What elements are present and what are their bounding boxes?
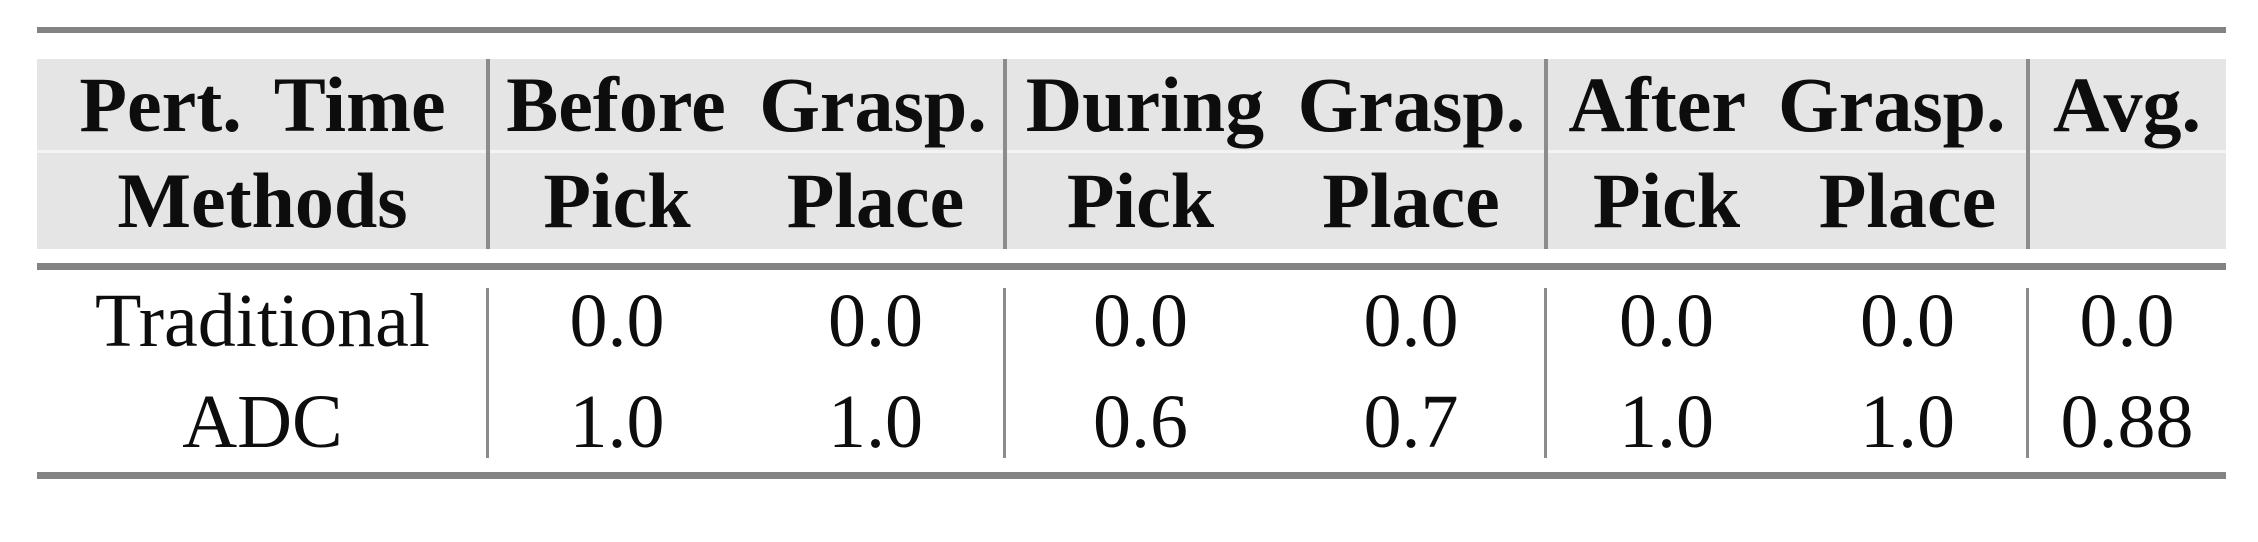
value-cell: 0.88 (2060, 379, 2194, 464)
table-bottom-rule (37, 472, 2226, 479)
value-cell: 0.7 (1363, 379, 1459, 464)
header-group-before: Before Grasp. (506, 60, 987, 148)
header-pert-time: Pert. Time (79, 60, 446, 148)
column-divider (1003, 59, 1007, 249)
column-divider (1003, 288, 1006, 458)
header-avg: Avg. (2052, 60, 2202, 148)
header-sub-pick-after: Pick (1592, 157, 1741, 244)
header-group-row: Pert. Time Before Grasp. During Grasp. A… (37, 59, 2226, 150)
table-header: Pert. Time Before Grasp. During Grasp. A… (37, 59, 2226, 249)
header-sub-pick-during: Pick (1066, 157, 1215, 244)
value-cell: 0.0 (1363, 278, 1459, 363)
column-divider (2026, 59, 2030, 249)
value-cell: 1.0 (828, 379, 923, 464)
header-group-after: After Grasp. (1568, 60, 2006, 148)
header-sub-row: Methods Pick Place Pick Place Pick Place (37, 150, 2226, 249)
value-cell: 0.0 (1619, 278, 1714, 363)
header-group-during: During Grasp. (1025, 60, 1526, 148)
value-cell: 0.0 (828, 278, 923, 363)
method-label: ADC (182, 379, 343, 464)
value-cell: 1.0 (569, 379, 665, 464)
table-top-rule (37, 27, 2226, 33)
header-avg-spacer (2028, 153, 2226, 249)
value-cell: 0.0 (1860, 278, 1955, 363)
value-cell: 0.0 (1093, 278, 1188, 363)
value-cell: 0.0 (2079, 278, 2175, 363)
column-divider (1544, 288, 1547, 458)
value-cell: 1.0 (1619, 379, 1714, 464)
column-divider (486, 59, 490, 249)
header-sub-place-during: Place (1322, 157, 1500, 244)
table-mid-rule (37, 263, 2226, 270)
header-methods: Methods (117, 157, 408, 244)
table-row-traditional: Traditional 0.0 0.0 0.0 0.0 0.0 0.0 0.0 (37, 270, 2226, 371)
value-cell: 0.0 (569, 278, 665, 363)
table-body: Traditional 0.0 0.0 0.0 0.0 0.0 0.0 0.0 … (37, 270, 2226, 472)
column-divider (486, 288, 489, 458)
column-divider (1544, 59, 1548, 249)
column-divider (2026, 288, 2029, 458)
value-cell: 1.0 (1860, 379, 1955, 464)
header-sub-place-after: Place (1818, 157, 1997, 244)
header-sub-pick-before: Pick (543, 157, 691, 244)
value-cell: 0.6 (1093, 379, 1188, 464)
header-sub-place-before: Place (786, 157, 965, 244)
table-row-adc: ADC 1.0 1.0 0.6 0.7 1.0 1.0 0.88 (37, 371, 2226, 472)
method-label: Traditional (95, 278, 430, 363)
